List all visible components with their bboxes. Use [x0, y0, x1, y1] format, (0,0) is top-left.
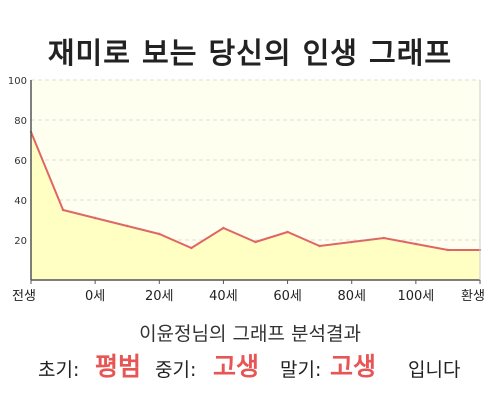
- x-tick-label: 전생: [12, 289, 36, 304]
- y-tick-labels: 20 40 60 80 100: [8, 76, 27, 247]
- grid-lines: [31, 79, 480, 241]
- x-tick-label: 40세: [209, 289, 238, 304]
- y-tick-label: 20: [14, 236, 27, 247]
- data-point: [254, 240, 257, 244]
- data-point: [126, 224, 129, 228]
- result-suffix: 입니다: [408, 359, 461, 381]
- x-tick-labels: 전생 0세 20세 40세 60세 80세 100세 환생: [12, 280, 485, 304]
- data-point: [382, 236, 385, 240]
- data-point: [446, 248, 450, 252]
- data-point: [286, 230, 289, 234]
- x-tick-label: 60세: [273, 289, 302, 304]
- y-tick-label: 100: [8, 76, 27, 87]
- late-value: 고생: [330, 352, 377, 381]
- x-tick-label: 80세: [337, 289, 366, 304]
- data-point: [222, 226, 225, 230]
- x-tick-label: 환생: [461, 289, 485, 304]
- chart-title: 재미로 보는 당신의 인생 그래프: [47, 36, 453, 70]
- data-point: [318, 244, 321, 248]
- late-label: 말기:: [280, 359, 322, 381]
- data-point: [414, 242, 418, 246]
- x-tick-label: 0세: [85, 289, 105, 304]
- data-point: [61, 208, 65, 212]
- analysis-result: 초기: 평범 중기: 고생 말기: 고생 입니다: [0, 347, 500, 381]
- y-tick-label: 60: [14, 156, 27, 167]
- early-label: 초기:: [38, 359, 80, 381]
- x-tick-label: 20세: [145, 289, 174, 304]
- life-chart: 20 40 60 80 100 전생 0세 20세 40세 60세 80세 100세 환생: [8, 76, 485, 304]
- middle-value: 고생: [213, 352, 260, 381]
- early-value: 평범: [95, 352, 142, 381]
- x-tick-label: 100세: [397, 289, 434, 304]
- y-tick-label: 80: [14, 116, 27, 127]
- data-point: [93, 216, 97, 220]
- area-fill: [31, 132, 480, 280]
- data-point: [190, 246, 193, 250]
- analysis-heading: 이윤정님의 그래프 분석결과: [139, 323, 361, 345]
- y-tick-label: 40: [14, 196, 27, 207]
- middle-label: 중기:: [155, 359, 197, 381]
- data-point: [158, 232, 161, 236]
- data-point: [350, 240, 353, 244]
